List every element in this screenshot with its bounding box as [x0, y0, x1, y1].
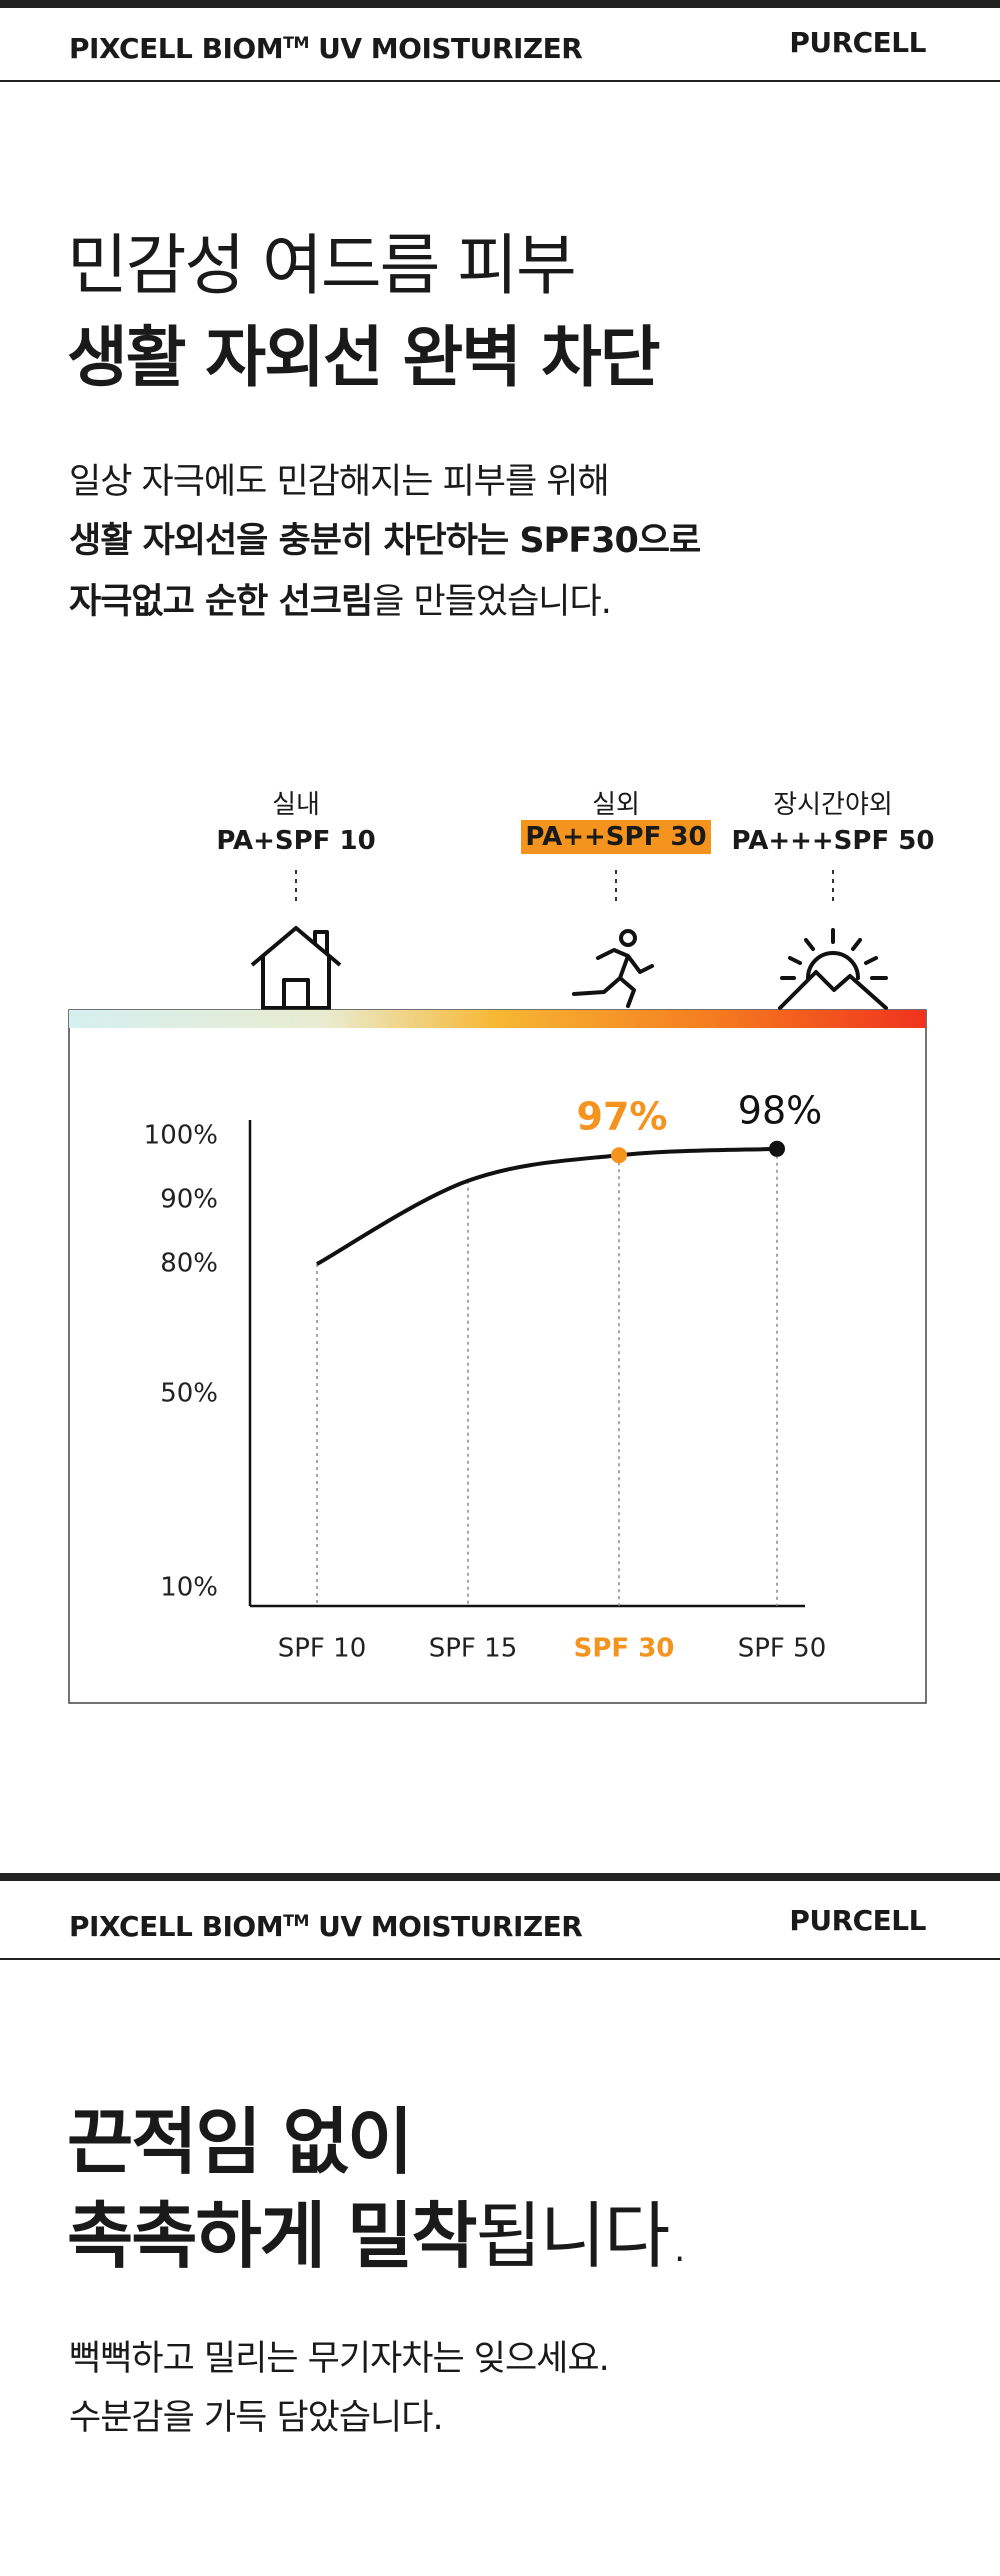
heading: 생활 자외선 완벽 차단: [67, 319, 660, 396]
y-tick-label: 10%: [160, 1573, 218, 1603]
x-tick-label: SPF 10: [278, 1634, 367, 1664]
text: 을 만들었습니다.: [372, 582, 612, 622]
env-rating: PA+SPF 10: [216, 826, 376, 856]
heading: 민감성 여드름 피부: [67, 227, 577, 304]
title-rest: UV MOISTURIZER: [308, 1910, 583, 1943]
title-rest: UV MOISTURIZER: [308, 32, 583, 65]
house-icon: [250, 926, 342, 1010]
y-tick-label: 100%: [144, 1121, 218, 1151]
product-name: PIXCELL BIOMTM UV MOISTURIZER: [69, 1907, 583, 1943]
brand: PURCELL: [789, 1904, 926, 1937]
title: PIXCELL BIOM: [69, 1910, 284, 1943]
tm: TM: [283, 1911, 309, 1930]
env-place: 장시간야외: [773, 790, 893, 820]
x-tick-label: SPF 30: [574, 1634, 675, 1664]
point: [769, 1140, 785, 1157]
curve: [316, 1146, 778, 1266]
y-tick-label: 90%: [160, 1185, 218, 1215]
sun-icon: [778, 928, 888, 1010]
paragraph-line: 자극없고 순한 선크림을 만들었습니다.: [69, 582, 612, 622]
value-label: 97%: [577, 1095, 668, 1139]
uv-gradient: [69, 1010, 926, 1028]
chart: 10% 50% 80% 90% 100% SPF 10 SPF 15 SPF 30 97% SPF…: [68, 870, 927, 1704]
brand: PURCELL: [789, 26, 926, 59]
header-rule: [0, 80, 1000, 82]
env-rating-wrap: PA++SPF 30: [496, 820, 736, 854]
product-name: PIXCELL BIOMTM UV MOISTURIZER: [69, 29, 583, 65]
header-rule: [0, 1958, 1000, 1960]
paragraph-line: 뻑뻑하고 밀리는 무기자차는 잊으세요.: [69, 2339, 610, 2379]
connectors: [295, 870, 834, 902]
heading: 끈적임 없이: [67, 2100, 413, 2184]
paragraph-line: 생활 자외선을 충분히 차단하는 SPF30으로: [69, 521, 701, 561]
x-tick-label: SPF 50: [738, 1634, 827, 1664]
x-tick-label: SPF 15: [429, 1634, 518, 1664]
bold-text: 자극없고 순한 선크림: [69, 582, 373, 622]
heading: 촉촉하게 밀착됩니다.: [67, 2200, 691, 2272]
y-tick-label: 80%: [160, 1249, 218, 1279]
value-label: 98%: [738, 1088, 822, 1132]
env-rating: PA++SPF 30: [521, 820, 711, 854]
point: [611, 1147, 627, 1164]
env-place: 실외: [592, 790, 640, 820]
runner-icon: [572, 929, 654, 1008]
tm: TM: [283, 33, 309, 52]
paragraph-line: 수분감을 가득 담았습니다.: [69, 2398, 444, 2438]
env-rating: PA+++SPF 50: [731, 826, 935, 856]
env-place: 실내: [272, 790, 320, 820]
chart-frame: [68, 1009, 927, 1704]
text: 됩니다.: [475, 2194, 692, 2278]
paragraph-line: 일상 자극에도 민감해지는 피부를 위해: [69, 462, 610, 502]
top-bar: [0, 0, 1000, 8]
top-bar: [0, 1873, 1000, 1881]
title: PIXCELL BIOM: [69, 32, 284, 65]
y-tick-label: 50%: [160, 1379, 218, 1409]
bold-text: 촉촉하게 밀착: [67, 2194, 478, 2278]
